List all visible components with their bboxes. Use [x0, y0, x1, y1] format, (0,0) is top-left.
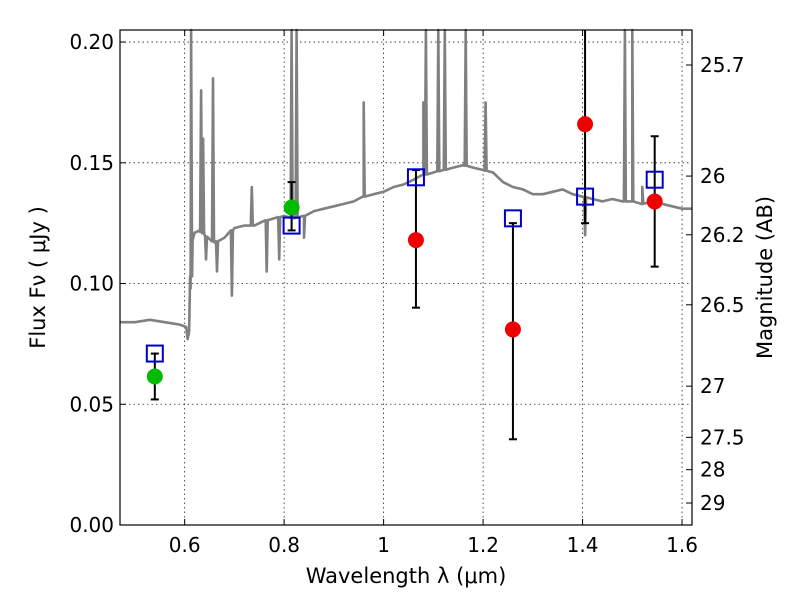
circle-marker	[407, 232, 424, 249]
x-axis-label: Wavelength λ (μm)	[306, 564, 507, 588]
square-marker	[145, 344, 164, 363]
square-marker	[576, 187, 595, 206]
spectrum-series	[120, 28, 692, 341]
y-tick-label: 0.15	[69, 151, 114, 175]
y-tick-label: 0.10	[69, 272, 114, 296]
square-marker	[645, 170, 664, 189]
tick-labels: 0.6 0.8 1 1.2 1.4 1.6 0.00 0.05 0.10 0.15 0.20 25.7…	[69, 30, 744, 557]
y2-tick-label: 27.5	[700, 425, 745, 449]
y-axis-label: Flux Fν ( μJy )	[26, 206, 50, 349]
y2-tick-label: 25.7	[700, 53, 745, 77]
y2-tick-label: 29	[700, 491, 725, 515]
circle-marker	[283, 199, 300, 216]
circle-marker	[577, 116, 594, 133]
circle-marker	[646, 193, 663, 210]
square-marker	[406, 168, 425, 187]
y2-tick-label: 28	[700, 458, 725, 482]
axis-ticks	[120, 30, 692, 526]
data-markers	[145, 116, 664, 385]
plot-frame	[119, 29, 693, 526]
square-marker	[503, 209, 522, 228]
y2-tick-label: 27	[700, 374, 725, 398]
spectrum-line	[120, 28, 692, 341]
y2-axis-label: Magnitude (AB)	[753, 196, 777, 359]
x-tick-label: 1.2	[467, 533, 499, 557]
x-tick-label: 0.8	[268, 533, 300, 557]
circle-marker	[504, 321, 521, 338]
y2-tick-label: 26.2	[700, 223, 745, 247]
y-tick-label: 0.05	[69, 392, 114, 416]
grid-lines	[120, 30, 692, 526]
y2-tick-label: 26	[700, 164, 725, 188]
circle-marker	[146, 368, 163, 385]
x-tick-label: 0.6	[169, 533, 201, 557]
x-tick-label: 1.4	[567, 533, 599, 557]
y-tick-label: 0.20	[69, 30, 114, 54]
y-tick-label: 0.00	[69, 513, 114, 537]
x-tick-label: 1	[377, 533, 390, 557]
square-marker	[282, 216, 301, 235]
x-tick-label: 1.6	[666, 533, 698, 557]
y2-tick-label: 26.5	[700, 293, 745, 317]
